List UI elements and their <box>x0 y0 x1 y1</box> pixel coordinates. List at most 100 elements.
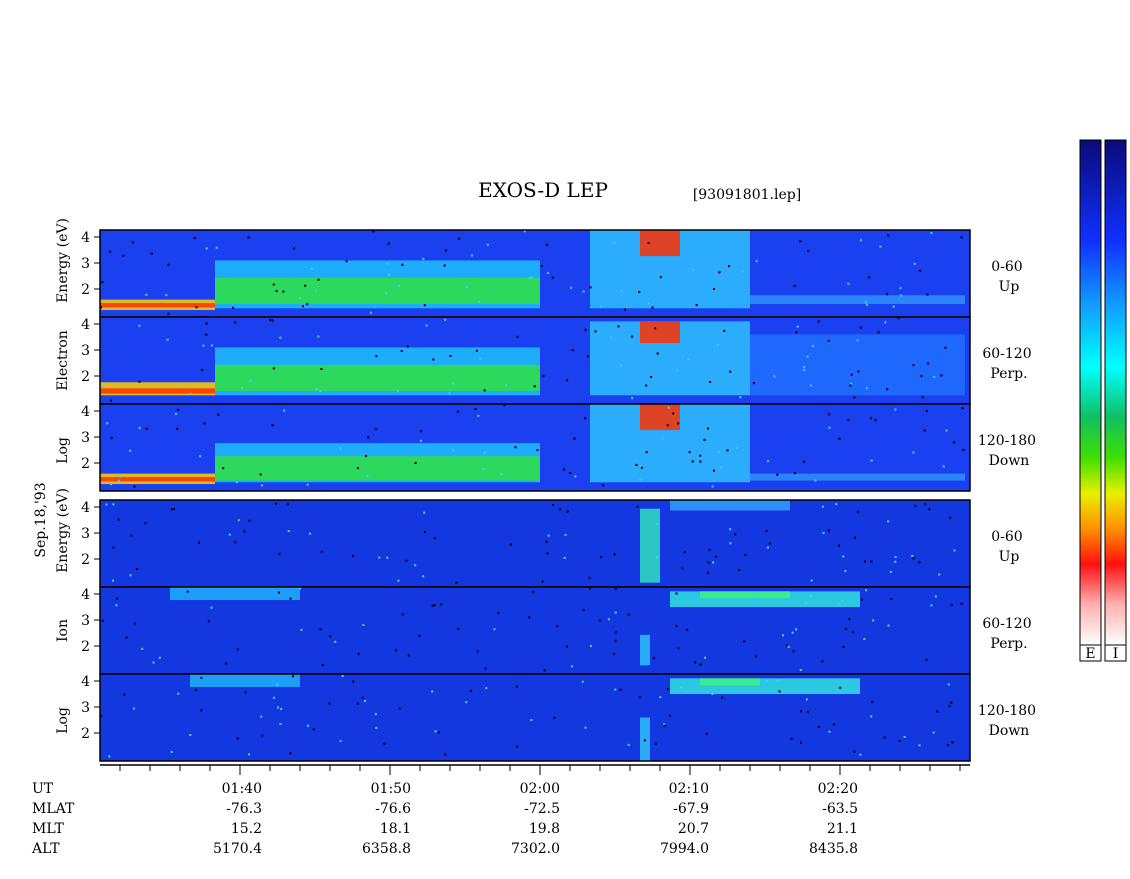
spectrogram-speck <box>871 700 874 703</box>
spectrogram-speck <box>545 540 548 543</box>
spectrogram-speck <box>217 413 220 416</box>
spectrogram-speck <box>200 709 203 712</box>
spectrogram-speck <box>919 270 922 273</box>
spectrogram-speck <box>803 366 806 369</box>
spectrogram-speck <box>614 688 617 691</box>
spectrogram-speck <box>854 536 857 539</box>
spectrogram-feature <box>215 277 540 304</box>
spectrogram-speck <box>932 731 935 734</box>
spectrogram-speck <box>505 384 508 387</box>
y-tick-label: 3 <box>81 430 90 446</box>
spectrogram-speck <box>691 460 694 463</box>
spectrogram-speck <box>790 737 793 740</box>
spectrogram-speck <box>190 392 193 395</box>
spectrogram-speck <box>443 264 446 267</box>
spectrogram-speck <box>551 504 554 507</box>
spectrogram-speck <box>356 702 359 705</box>
spectrogram-speck <box>536 449 539 452</box>
ephemeris-label: UT <box>32 781 54 797</box>
spectrogram-speck <box>849 384 852 387</box>
spectrogram-speck <box>643 739 646 742</box>
spectrogram-speck <box>339 740 342 743</box>
spectrogram-speck <box>259 473 262 476</box>
spectrogram-speck <box>530 719 533 722</box>
spectrogram-speck <box>261 734 264 737</box>
direction: Up <box>999 279 1020 295</box>
spectrogram-speck <box>962 448 965 451</box>
spectrogram-speck <box>640 465 643 468</box>
spectrogram-speck <box>551 276 554 279</box>
spectrogram-speck <box>186 590 189 593</box>
spectrogram-feature <box>640 404 680 431</box>
spectrogram-speck <box>847 282 850 285</box>
spectrogram-speck <box>707 571 710 574</box>
spectrogram-speck <box>144 522 147 525</box>
spectrogram-speck <box>610 336 613 339</box>
spectrogram-speck <box>199 455 202 458</box>
spectrogram-speck <box>320 367 323 370</box>
spectrogram-speck <box>793 472 796 475</box>
spectrogram-speck <box>228 533 231 536</box>
spectrogram-feature <box>100 477 215 482</box>
spectrogram-feature <box>750 295 965 304</box>
spectrogram-speck <box>936 710 939 713</box>
spectrogram-speck <box>588 576 591 579</box>
spectrogram-speck <box>401 613 404 616</box>
spectrogram-speck <box>135 568 138 571</box>
spectrogram-speck <box>960 236 963 239</box>
spectrogram-speck <box>193 237 196 240</box>
spectrogram-speck <box>765 680 768 683</box>
spectrogram-speck <box>796 325 799 328</box>
spectrogram-speck <box>200 676 203 679</box>
spectrogram-speck <box>651 306 654 309</box>
spectrogram-speck <box>279 336 282 339</box>
spectrogram-speck <box>602 484 605 487</box>
spectrogram-speck <box>950 701 953 704</box>
spectrogram-speck <box>712 469 715 472</box>
spectrogram-speck <box>286 503 289 506</box>
spectrogram-speck <box>952 441 955 444</box>
spectrogram-speck <box>692 268 695 271</box>
spectrogram-speck <box>924 503 927 506</box>
spectrogram-speck <box>614 639 617 642</box>
spectrogram-speck <box>405 559 408 562</box>
spectrogram-speck <box>866 303 869 306</box>
spectrogram-speck <box>949 516 952 519</box>
spectrogram-speck <box>934 595 937 598</box>
spectrogram-speck <box>482 467 485 470</box>
spectrogram-speck <box>444 318 447 321</box>
spectrogram-speck <box>516 335 519 338</box>
spectrogram-speck <box>543 669 546 672</box>
spectrogram-speck <box>718 271 721 274</box>
spectrogram-speck <box>926 293 929 296</box>
spectrogram-speck <box>383 742 386 745</box>
spectrogram-speck <box>809 384 812 387</box>
spectrogram-speck <box>478 300 481 303</box>
spectrogram-speck <box>663 724 666 727</box>
direction: Perp. <box>990 636 1027 652</box>
spectrogram-speck <box>799 669 802 672</box>
spectrogram-speck <box>805 698 808 701</box>
spectrogram-speck <box>822 532 825 535</box>
spectrogram-speck <box>100 714 103 717</box>
spectrogram-speck <box>271 424 274 427</box>
spectrogram-speck <box>145 427 148 430</box>
spectrogram-speck <box>879 245 882 248</box>
title: EXOS-D LEP <box>478 178 608 202</box>
spectrogram-speck <box>312 728 315 731</box>
spectrogram-speck <box>806 711 809 714</box>
spectrogram-speck <box>189 734 192 737</box>
spectrogram-speck <box>810 579 813 582</box>
spectrogram-speck <box>807 250 810 253</box>
spectrogram-speck <box>321 663 324 666</box>
spectrogram-speck <box>362 623 365 626</box>
spectrogram-speck <box>455 581 458 584</box>
spectrogram-speck <box>598 619 601 622</box>
spectrogram-speck <box>584 417 587 420</box>
spectrogram-speck <box>860 598 863 601</box>
spectrogram-speck <box>899 287 902 290</box>
spectrogram-speck <box>292 247 295 250</box>
spectrogram-speck <box>791 631 794 634</box>
spectrogram-speck <box>921 396 924 399</box>
